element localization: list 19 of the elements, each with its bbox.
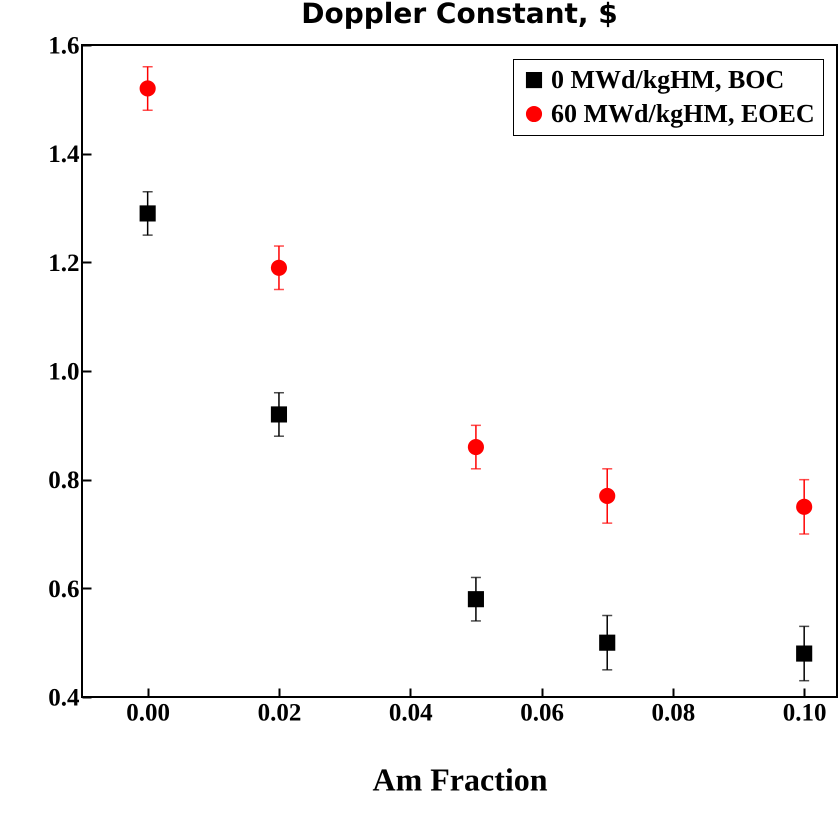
chart-title: Doppler Constant, $ [301,0,618,30]
point [468,591,484,608]
y-tick-label: 0.6 [48,576,80,603]
y-tick-label: 1.4 [48,141,80,168]
y-tick-label: 1.6 [48,32,80,60]
x-tick-label: 0.10 [782,700,827,726]
x-tick-label: 0.02 [258,700,302,726]
x-tick-label: 0.08 [651,700,696,726]
legend-label: 60 MWd/kgHM, EOEC [551,99,815,128]
y-tick-label: 0.4 [48,684,80,712]
point [599,634,616,651]
y-tick-label: 1.0 [48,358,80,386]
x-tick-label: 0.04 [388,700,434,726]
y-tick-label: 1.2 [48,250,80,277]
legend-label: 0 MWd/kgHM, BOC [551,65,784,94]
x-tick-label: 0.00 [126,700,170,726]
x-tick-label: 0.06 [520,700,564,726]
y-tick-label: 0.8 [48,467,80,494]
x-axis-title: Am Fraction [372,762,548,798]
